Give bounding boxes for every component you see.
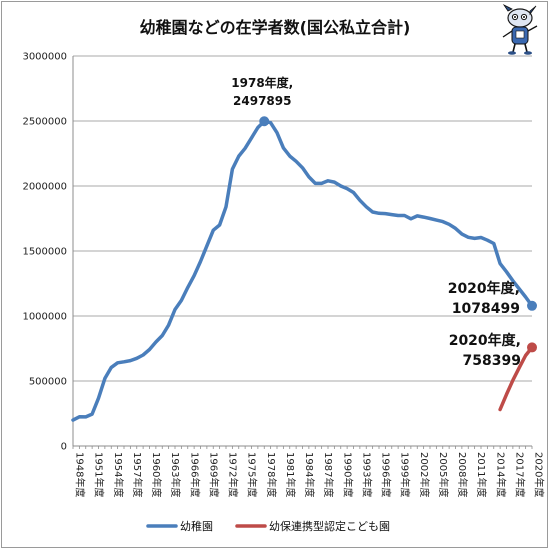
x-tick-label: 1975年度 [246, 452, 259, 497]
annotation-value: 758399 [463, 353, 521, 369]
y-tick-label: 2500000 [22, 117, 67, 128]
x-tick-label: 1999年度 [399, 452, 412, 497]
gridlines [73, 55, 532, 382]
annotation-value: 2497895 [233, 94, 291, 108]
data-point-peak [259, 116, 270, 127]
x-tick-label: 1981年度 [284, 452, 297, 497]
y-axis: 3000000 2500000 2000000 1500000 1000000 50000… [22, 52, 74, 453]
legend-entry: 幼保連携型認定こども園 [269, 519, 390, 533]
legend-entry: 幼稚園 [180, 520, 213, 533]
x-tick-label: 1978年度 [265, 452, 278, 497]
x-tick-label: 1948年度 [74, 452, 87, 497]
y-tick-label: 1000000 [22, 312, 67, 323]
y-tick-label: 1500000 [22, 247, 67, 258]
x-tick-label: 2014年度 [494, 452, 507, 497]
data-point-last [527, 300, 537, 311]
x-tick-label: 1990年度 [341, 452, 354, 497]
x-tick-label: 1966年度 [188, 452, 201, 497]
series-lines [71, 116, 537, 422]
x-tick-label: 2017年度 [513, 452, 526, 497]
x-axis: 1948年度 1951年度 1954年度 1957年度 1960年度 1963年度 1966… [72, 445, 546, 497]
x-tick-label: 1963年度 [169, 452, 182, 497]
x-tick-label: 1984年度 [303, 452, 316, 497]
series-line [498, 345, 534, 412]
x-tick-label: 2011年度 [475, 452, 488, 497]
data-point-last [527, 342, 537, 353]
x-tick-label: 2008年度 [456, 452, 469, 497]
y-tick-label: 500000 [29, 377, 67, 388]
y-tick-label: 0 [61, 442, 67, 453]
x-tick-label: 1996年度 [380, 452, 393, 497]
x-tick-label: 2005年度 [437, 452, 450, 497]
series-line [71, 119, 534, 422]
annotation-label: 2020年度, [448, 280, 520, 297]
y-tick-label: 2000000 [22, 182, 67, 193]
x-tick-label: 1969年度 [207, 452, 220, 497]
x-tick-label: 2020年度 [533, 452, 546, 497]
annotations: 1978年度, 2497895 2020年度, 1078499 2020年度, 75839… [231, 75, 521, 369]
x-tick-label: 1960年度 [150, 452, 163, 497]
x-tick-label: 1957年度 [131, 452, 144, 497]
legend: 幼稚園 幼保連携型認定こども園 [146, 519, 390, 533]
chart-title: 幼稚園などの在学者数(国公私立合計) [140, 18, 411, 37]
x-tick-label: 2002年度 [418, 452, 431, 497]
annotation-value: 1078499 [452, 301, 520, 317]
x-tick-label: 1972年度 [227, 452, 240, 497]
y-tick-label: 3000000 [22, 52, 67, 63]
x-tick-label: 1993年度 [360, 452, 373, 497]
mascot-icon [502, 3, 538, 55]
annotation-label: 1978年度, [231, 75, 293, 90]
x-tick-label: 1987年度 [322, 452, 335, 497]
x-tick-label: 1954年度 [112, 452, 125, 497]
annotation-label: 2020年度, [449, 332, 521, 349]
x-tick-label: 1951年度 [93, 452, 106, 497]
